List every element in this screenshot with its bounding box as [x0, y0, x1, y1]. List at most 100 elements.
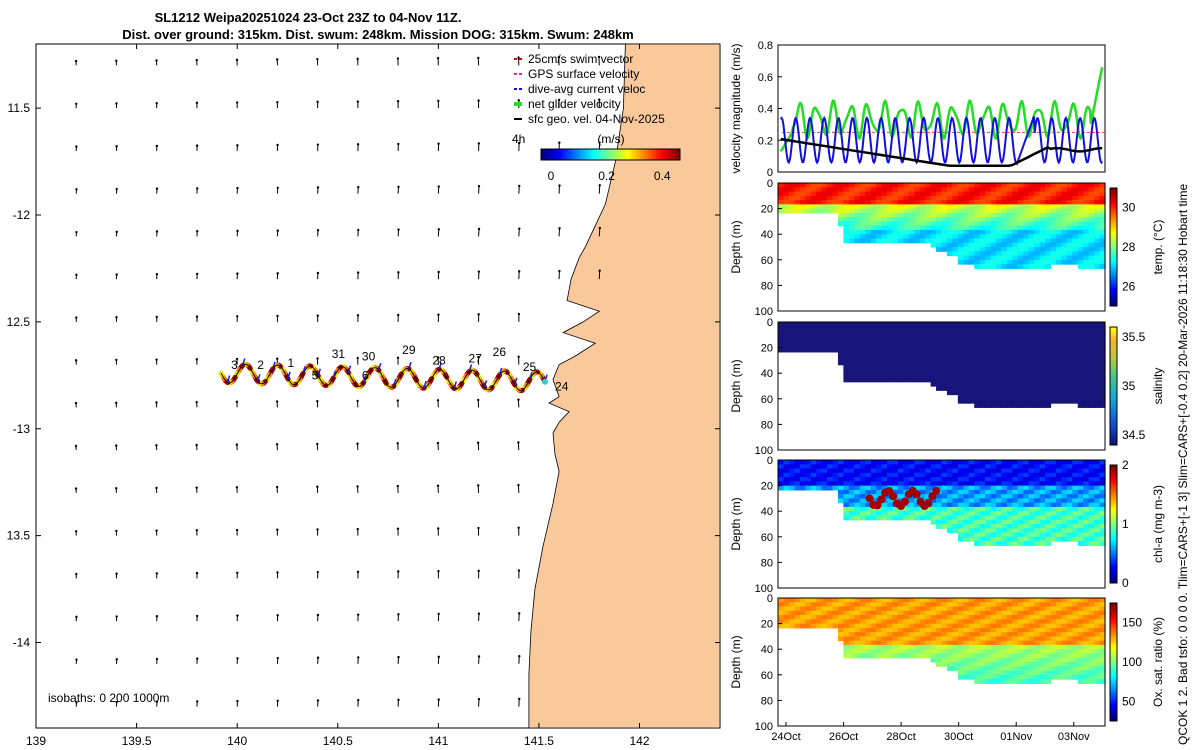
colorbar-cell: [1110, 571, 1117, 575]
section-cell: [1017, 649, 1024, 655]
section-cell: [963, 225, 970, 231]
x-tick-label: 03Nov: [1058, 731, 1090, 743]
section-cell: [1023, 394, 1030, 400]
section-cell: [908, 627, 915, 633]
section-cell: [1055, 494, 1062, 499]
section-cell: [1006, 477, 1013, 482]
section-cell: [837, 481, 844, 487]
section-cell: [941, 610, 948, 616]
section-cell: [979, 195, 986, 201]
section-cell: [936, 238, 943, 244]
section-cell: [1094, 373, 1101, 379]
velocity-arrow-head: [115, 487, 118, 490]
section-cell: [1094, 212, 1101, 218]
section-cell: [979, 347, 986, 353]
colorbar-cell: [1110, 424, 1117, 428]
section-cell: [810, 322, 817, 327]
section-cell: [903, 632, 910, 637]
section-cell: [1012, 619, 1019, 625]
section-cell: [1066, 208, 1073, 214]
x-tick-label: 142: [630, 734, 650, 748]
section-cell: [919, 632, 926, 637]
velocity-arrow-head: [236, 186, 239, 190]
section-cell: [963, 234, 970, 240]
colorbar-cell: [1110, 580, 1117, 584]
section-cell: [1028, 187, 1035, 193]
section-cell: [1094, 360, 1101, 366]
section-cell: [979, 191, 986, 197]
section-cell: [1001, 477, 1008, 482]
section-cell: [1017, 498, 1024, 504]
section-cell: [1066, 657, 1073, 663]
section-cell: [897, 649, 904, 655]
section-cell: [848, 468, 855, 474]
section-cell: [979, 606, 986, 612]
section-cell: [1088, 498, 1095, 504]
section-cell: [914, 322, 921, 327]
section-cell: [952, 386, 959, 391]
section-cell: [783, 200, 790, 205]
section-cell: [1001, 464, 1008, 470]
colorbar-cell: [628, 149, 631, 160]
section-cell: [979, 364, 986, 370]
section-cell: [996, 356, 1003, 361]
section-cell: [805, 623, 812, 629]
section-cell: [1012, 472, 1019, 478]
section-cell: [930, 368, 937, 374]
section-cell: [848, 195, 855, 201]
velocity-arrow-head: [75, 230, 78, 234]
section-cell: [996, 390, 1003, 396]
section-cell: [1099, 666, 1106, 672]
section-cell: [778, 606, 785, 612]
section-cell: [1088, 368, 1095, 374]
section-cell: [870, 360, 877, 366]
section-cell: [946, 489, 953, 495]
section-cell: [854, 377, 861, 383]
section-cell: [1050, 670, 1057, 676]
section-cell: [892, 649, 899, 655]
section-cell: [930, 610, 937, 616]
section-cell: [963, 204, 970, 210]
section-cell: [865, 481, 872, 487]
section-cell: [805, 326, 812, 332]
section-cell: [974, 381, 981, 387]
section-cell: [892, 334, 899, 340]
section-cell: [914, 204, 921, 210]
section-cell: [963, 528, 970, 534]
section-cell: [805, 330, 812, 336]
section-cell: [1012, 602, 1019, 608]
section-cell: [996, 195, 1003, 201]
section-cell: [897, 368, 904, 374]
section-cell: [1023, 532, 1030, 538]
colorbar-border: [1109, 602, 1118, 722]
section-cell: [1050, 606, 1057, 612]
velocity-arrow-head: [196, 229, 199, 233]
section-cell: [941, 351, 948, 357]
section-cell: [1034, 322, 1041, 327]
section-cell: [865, 343, 872, 349]
velocity-arrow-head: [115, 273, 118, 276]
velocity-arrow-head: [517, 483, 520, 487]
section-cell: [1039, 666, 1046, 672]
section-cell: [1028, 347, 1035, 353]
section-cell: [1006, 644, 1013, 650]
section-cell: [914, 330, 921, 336]
section-cell: [974, 330, 981, 336]
section-cell: [957, 229, 964, 235]
colorbar-cell: [1110, 532, 1117, 537]
section-cell: [1006, 347, 1013, 353]
velocity-arrow-head: [436, 441, 440, 445]
section-cell: [925, 373, 932, 379]
section-cell: [908, 472, 915, 478]
section-cell: [930, 598, 937, 603]
section-cell: [925, 191, 932, 197]
section-cell: [816, 334, 823, 340]
section-cell: [1028, 489, 1035, 495]
section-cell: [897, 234, 904, 240]
section-cell: [799, 334, 806, 340]
colorbar-cell: [1110, 638, 1117, 642]
section-cell: [968, 511, 975, 517]
y-tick-label: 20: [761, 619, 773, 631]
section-cell: [892, 623, 899, 629]
section-cell: [952, 528, 959, 534]
